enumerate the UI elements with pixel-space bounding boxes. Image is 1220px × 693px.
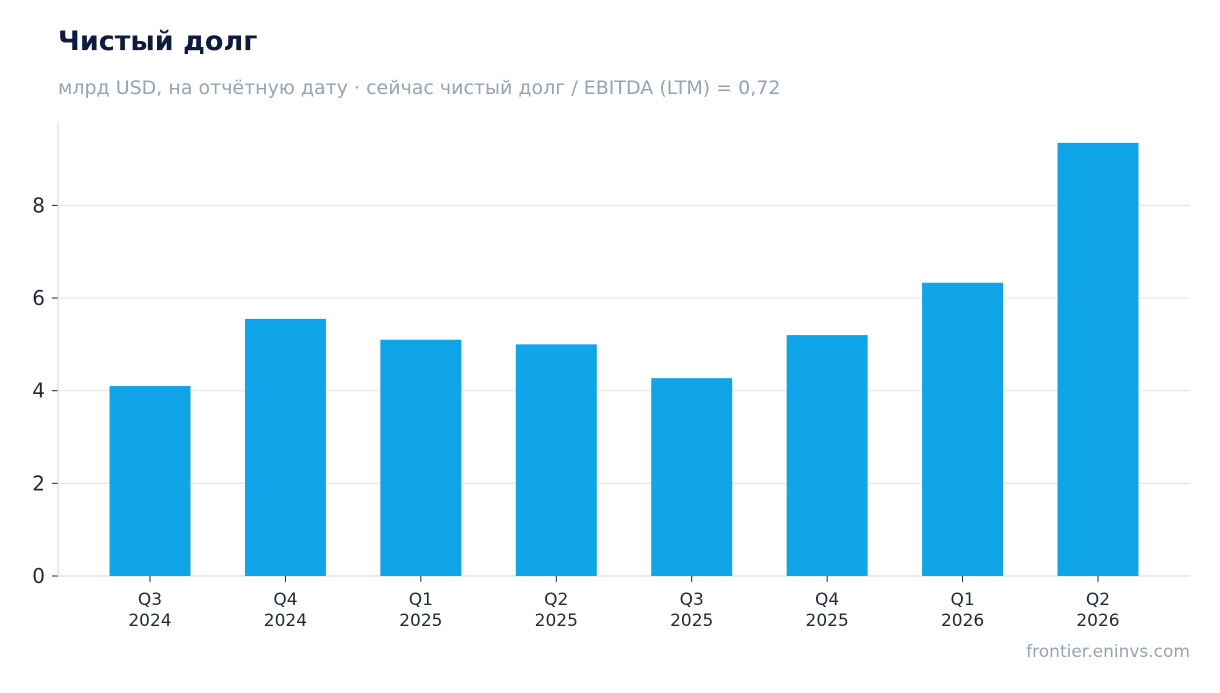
y-tick-label: 4 [32,379,45,403]
x-tick-label-year: 2024 [128,611,171,631]
bar [651,378,733,576]
y-tick-label: 6 [32,286,45,310]
x-tick-label-year: 2026 [941,611,984,631]
x-tick-label-year: 2025 [399,611,442,631]
y-tick-label: 0 [32,564,45,588]
bar [922,282,1004,576]
x-tick-label-quarter: Q1 [409,590,433,610]
source-footer: frontier.eninvs.com [1026,642,1190,662]
y-tick-label: 2 [32,471,45,495]
bar [380,339,462,576]
x-tick-label-quarter: Q4 [273,590,297,610]
x-tick-label-quarter: Q3 [138,590,162,610]
x-tick-label-quarter: Q4 [815,590,839,610]
x-tick-label-year: 2025 [535,611,578,631]
x-tick-label-year: 2025 [806,611,849,631]
bar [786,335,868,576]
bar [515,344,597,576]
x-tick-label-quarter: Q3 [680,590,704,610]
y-tick-label: 8 [32,193,45,217]
x-tick-label-year: 2025 [670,611,713,631]
x-tick-label-year: 2026 [1076,611,1119,631]
chart-title: Чистый долг [58,26,258,57]
bar [1057,142,1139,577]
x-tick-label-quarter: Q1 [950,590,974,610]
x-tick-label-year: 2024 [264,611,307,631]
x-tick-label-quarter: Q2 [544,590,568,610]
chart-subtitle: млрд USD, на отчётную дату · сейчас чист… [58,77,781,99]
bar [244,318,326,576]
x-tick-label-quarter: Q2 [1086,590,1110,610]
bar [109,386,191,576]
